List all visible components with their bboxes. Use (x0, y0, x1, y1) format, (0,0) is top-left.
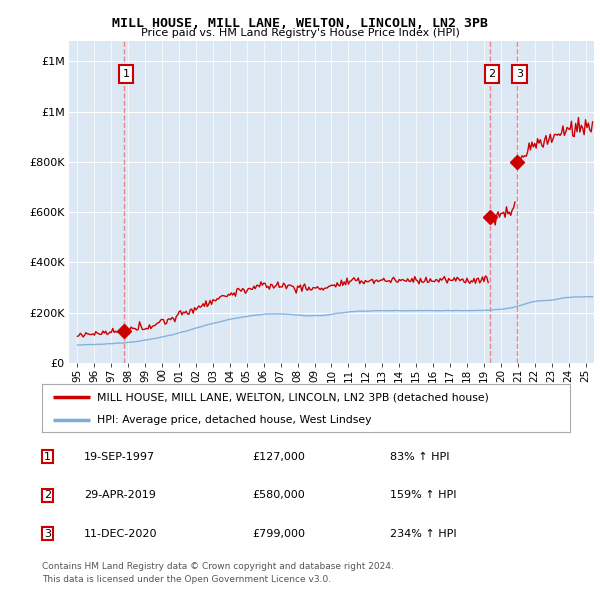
Text: 3: 3 (44, 529, 51, 539)
Text: 159% ↑ HPI: 159% ↑ HPI (390, 490, 457, 500)
Text: £580,000: £580,000 (252, 490, 305, 500)
Text: 2: 2 (44, 490, 51, 500)
Text: £127,000: £127,000 (252, 452, 305, 462)
Text: 234% ↑ HPI: 234% ↑ HPI (390, 529, 457, 539)
Text: Contains HM Land Registry data © Crown copyright and database right 2024.: Contains HM Land Registry data © Crown c… (42, 562, 394, 572)
Text: Price paid vs. HM Land Registry's House Price Index (HPI): Price paid vs. HM Land Registry's House … (140, 28, 460, 38)
Text: 29-APR-2019: 29-APR-2019 (84, 490, 156, 500)
Text: 19-SEP-1997: 19-SEP-1997 (84, 452, 155, 462)
Text: 3: 3 (516, 69, 523, 79)
Text: This data is licensed under the Open Government Licence v3.0.: This data is licensed under the Open Gov… (42, 575, 331, 585)
Text: 2: 2 (488, 69, 496, 79)
Text: 1: 1 (44, 452, 51, 462)
Text: £799,000: £799,000 (252, 529, 305, 539)
Text: MILL HOUSE, MILL LANE, WELTON, LINCOLN, LN2 3PB: MILL HOUSE, MILL LANE, WELTON, LINCOLN, … (112, 17, 488, 30)
Text: HPI: Average price, detached house, West Lindsey: HPI: Average price, detached house, West… (97, 415, 372, 425)
Text: 83% ↑ HPI: 83% ↑ HPI (390, 452, 449, 462)
Text: MILL HOUSE, MILL LANE, WELTON, LINCOLN, LN2 3PB (detached house): MILL HOUSE, MILL LANE, WELTON, LINCOLN, … (97, 392, 490, 402)
Text: 11-DEC-2020: 11-DEC-2020 (84, 529, 157, 539)
Text: 1: 1 (122, 69, 130, 79)
